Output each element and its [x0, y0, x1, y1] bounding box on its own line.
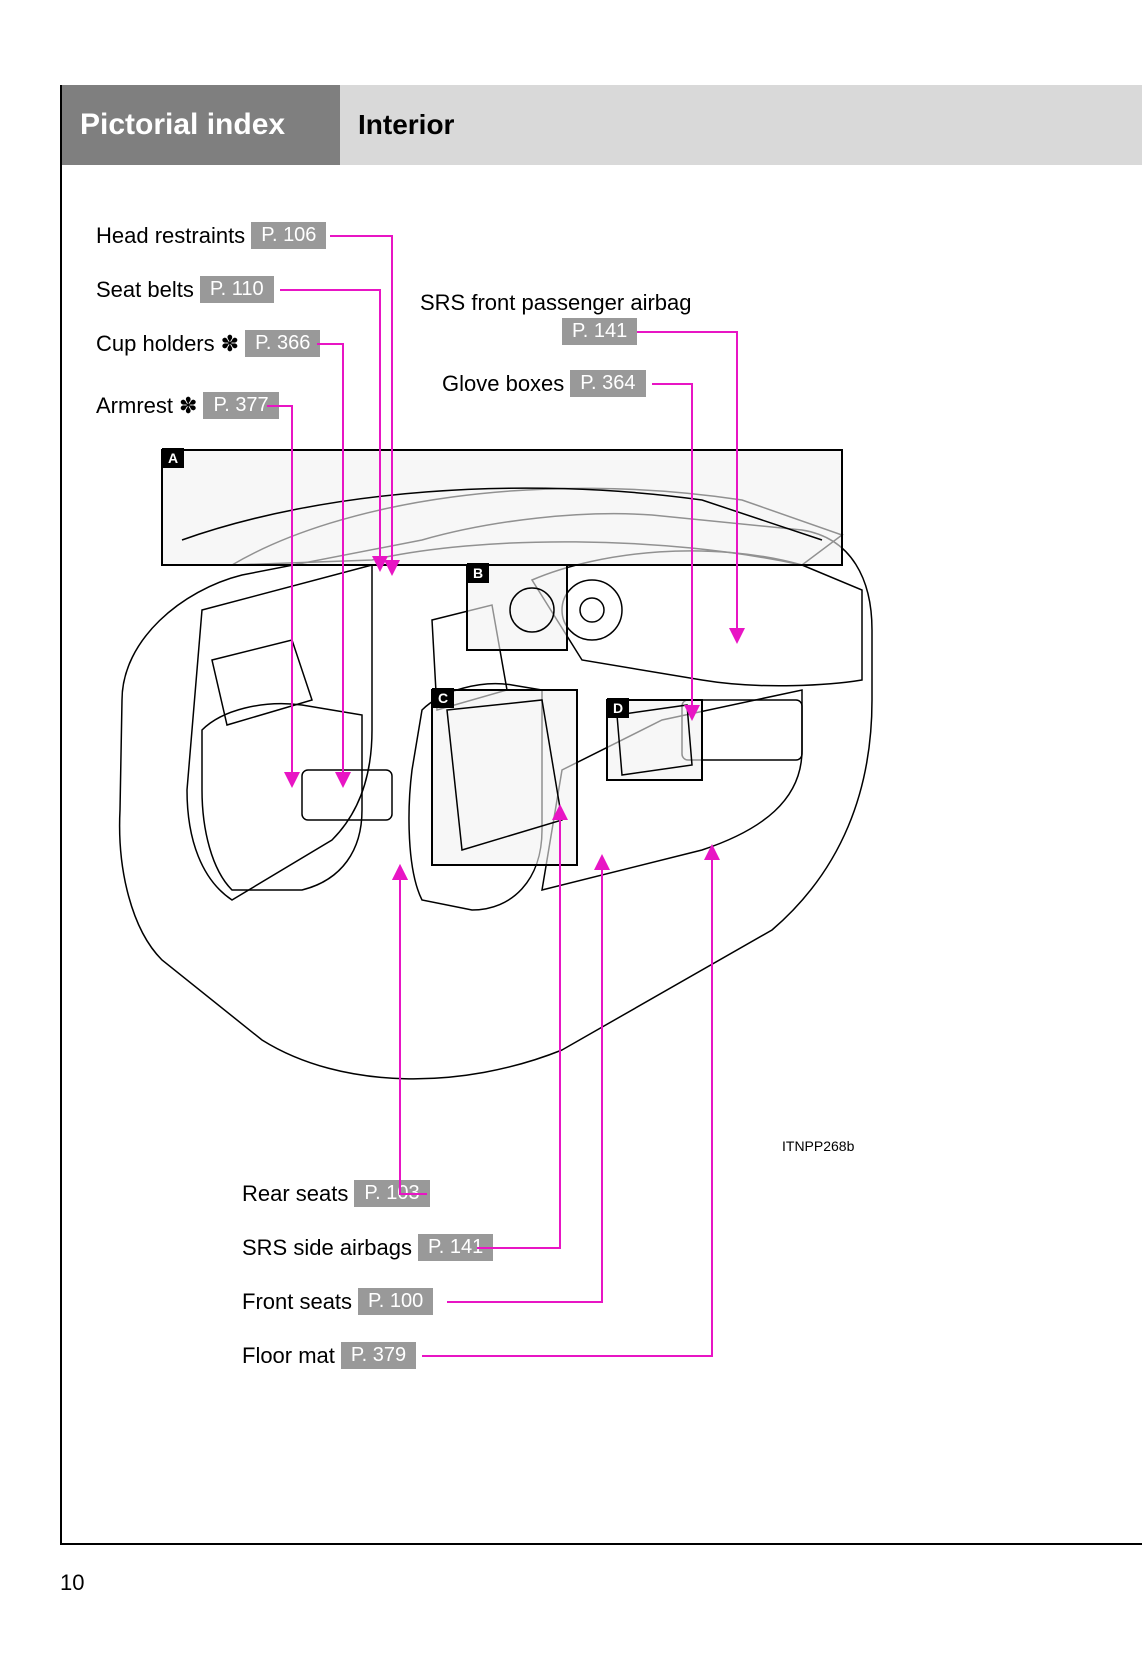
floor-mat-page[interactable]: P. 379: [341, 1342, 416, 1369]
armrest-label: Armrest: [96, 393, 173, 419]
front-seats-label: Front seats: [242, 1289, 352, 1315]
interior-subtitle: Interior: [358, 109, 454, 141]
header-subtitle: Interior: [358, 85, 454, 165]
callout-front-seats: Front seats P. 100: [242, 1288, 433, 1315]
callout-floor-mat: Floor mat P. 379: [242, 1342, 416, 1369]
rear-seats-page[interactable]: P. 103: [354, 1180, 429, 1207]
panel-a-tag: A: [168, 450, 178, 466]
head-restraints-label: Head restraints: [96, 223, 245, 249]
callout-seat-belts: Seat belts P. 110: [96, 276, 274, 303]
cup-holders-label: Cup holders: [96, 331, 215, 357]
floor-mat-label: Floor mat: [242, 1343, 335, 1369]
glove-boxes-page[interactable]: P. 364: [570, 370, 645, 397]
panel-d-tag: D: [613, 700, 623, 716]
head-restraints-page[interactable]: P. 106: [251, 222, 326, 249]
cup-holders-page[interactable]: P. 366: [245, 330, 320, 357]
callout-armrest: Armrest ✽ P. 377: [96, 392, 279, 419]
image-code: ITNPP268b: [782, 1138, 854, 1154]
panel-b-tag: B: [473, 565, 483, 581]
page-number: 10: [60, 1570, 84, 1596]
callout-rear-seats: Rear seats P. 103: [242, 1180, 430, 1207]
callout-cup-holders: Cup holders ✽ P. 366: [96, 330, 320, 357]
srs-front-label: SRS front passenger airbag: [420, 290, 692, 316]
pictorial-index-title: Pictorial index: [80, 108, 285, 142]
callout-glove-boxes: Glove boxes P. 364: [442, 370, 646, 397]
seat-belts-label: Seat belts: [96, 277, 194, 303]
glove-boxes-label: Glove boxes: [442, 371, 564, 397]
diagram-area: Head restraints P. 106 Seat belts P. 110…: [62, 170, 1142, 1545]
callout-srs-front: SRS front passenger airbag: [420, 290, 692, 316]
srs-front-page[interactable]: P. 141: [562, 318, 637, 345]
callout-srs-front-page: P. 141: [562, 318, 637, 345]
srs-side-page[interactable]: P. 141: [418, 1234, 493, 1261]
armrest-asterisk: ✽: [179, 393, 197, 419]
page: Pictorial index Interior Head restraints…: [0, 0, 1142, 1654]
callout-srs-side: SRS side airbags P. 141: [242, 1234, 493, 1261]
rear-seats-label: Rear seats: [242, 1181, 348, 1207]
cup-holders-asterisk: ✽: [221, 331, 239, 357]
panel-c-tag: C: [438, 690, 448, 706]
seat-belts-page[interactable]: P. 110: [200, 276, 274, 303]
front-seats-page[interactable]: P. 100: [358, 1288, 433, 1315]
armrest-page[interactable]: P. 377: [203, 392, 278, 419]
header-title: Pictorial index: [62, 85, 340, 165]
srs-side-label: SRS side airbags: [242, 1235, 412, 1261]
callout-head-restraints: Head restraints P. 106: [96, 222, 326, 249]
